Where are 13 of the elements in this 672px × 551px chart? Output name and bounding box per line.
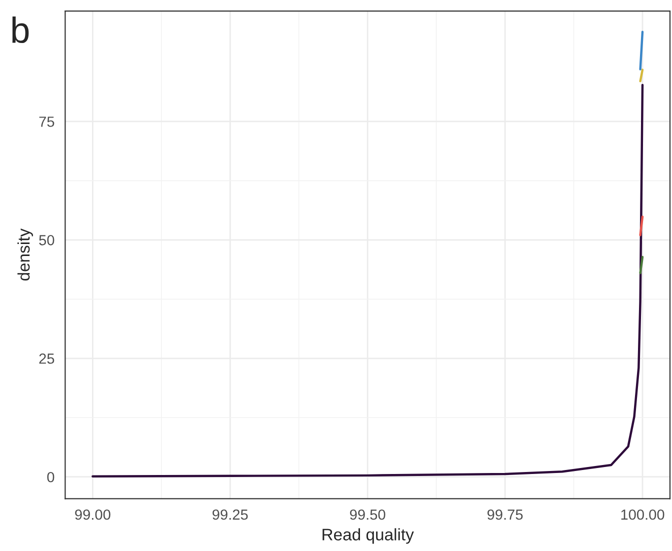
line-series xyxy=(92,84,644,478)
y-tick-label: 0 xyxy=(47,472,54,482)
y-axis-title: density xyxy=(17,228,33,281)
y-tick-label: 75 xyxy=(39,116,54,127)
x-tick-label: 99.50 xyxy=(350,509,386,520)
x-axis-title: Read quality xyxy=(322,528,414,544)
x-tick-label: 99.00 xyxy=(75,509,110,520)
x-tick-label: 100.00 xyxy=(621,509,664,520)
chart-title: b xyxy=(12,16,29,44)
x-tick-label: 99.75 xyxy=(487,509,523,520)
x-tick-label: 99.25 xyxy=(212,509,248,520)
y-tick-label: 25 xyxy=(39,353,54,364)
y-tick-label: 50 xyxy=(39,235,54,246)
